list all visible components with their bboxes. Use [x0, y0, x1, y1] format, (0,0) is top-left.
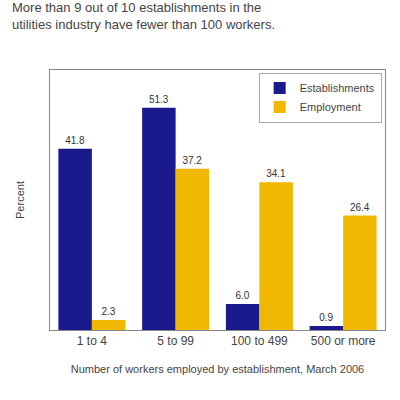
svg-text:26.4: 26.4 — [350, 202, 370, 213]
svg-text:34.1: 34.1 — [266, 168, 286, 179]
svg-text:37.2: 37.2 — [182, 155, 202, 166]
svg-text:Number of workers employed by: Number of workers employed by establishm… — [71, 363, 364, 375]
svg-text:6.0: 6.0 — [235, 290, 249, 301]
svg-text:5 to 99: 5 to 99 — [157, 334, 194, 348]
svg-text:51.3: 51.3 — [149, 94, 169, 105]
svg-text:Establishments: Establishments — [300, 82, 375, 94]
svg-text:Employment: Employment — [300, 101, 361, 113]
svg-text:More than 9 out of 10 establis: More than 9 out of 10 establishments in … — [12, 0, 275, 32]
svg-text:100 to 499: 100 to 499 — [231, 334, 288, 348]
svg-text:1 to 4: 1 to 4 — [77, 334, 107, 348]
svg-text:Percent: Percent — [14, 181, 26, 219]
svg-text:41.8: 41.8 — [65, 135, 85, 146]
svg-text:2.3: 2.3 — [101, 306, 115, 317]
svg-text:500 or more: 500 or more — [311, 334, 376, 348]
svg-text:0.9: 0.9 — [319, 312, 333, 323]
